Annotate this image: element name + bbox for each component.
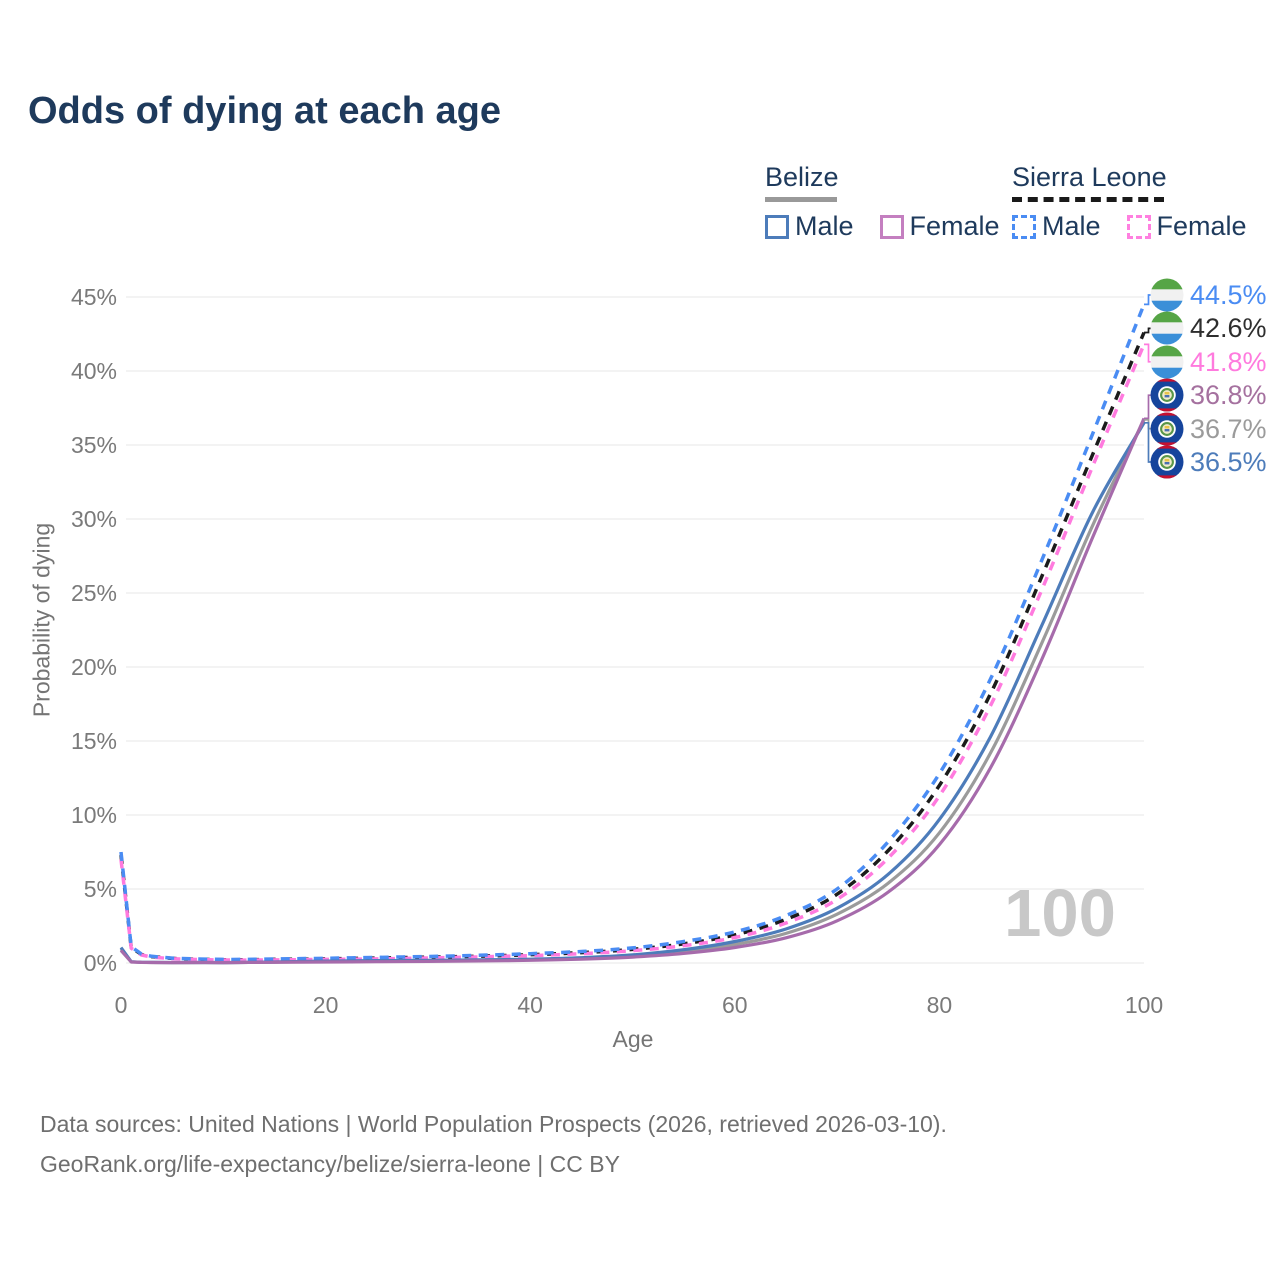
legend-underline-sierra-leone — [1012, 197, 1164, 202]
y-tick-label: 5% — [83, 876, 117, 902]
legend-swatch-sierra-leone-female-icon[interactable] — [1126, 214, 1151, 239]
belize-flag-icon — [1150, 445, 1184, 479]
end-label-sierra-leone-male: 44.5% — [1190, 280, 1267, 310]
legend-header-belize: Belize — [765, 162, 839, 192]
end-label-belize-male: 36.5% — [1190, 447, 1267, 477]
x-tick-label: 100 — [1124, 992, 1164, 1018]
sierra-leone-flag-icon — [1150, 278, 1184, 312]
end-label-belize-female: 36.8% — [1190, 380, 1267, 411]
page-title: Odds of dying at each age — [28, 90, 501, 132]
end-label-sierra-leone-female: 41.8% — [1190, 346, 1267, 377]
x-tick-label: 0 — [114, 992, 128, 1018]
series-line-sierra-leone-female[interactable] — [119, 343, 1146, 962]
flag-sierra_leone — [1150, 311, 1184, 345]
y-tick-label: 40% — [70, 358, 117, 384]
flag-belize — [1150, 378, 1184, 412]
legend-header-sierra-leone: Sierra Leone — [1012, 162, 1167, 192]
series-line-sierra-leone-male[interactable] — [119, 303, 1146, 962]
legend-swatch-sierra-leone-male-icon[interactable] — [1012, 214, 1036, 239]
x-axis-title: Age — [612, 1026, 654, 1052]
y-tick-label: 30% — [70, 506, 117, 532]
y-tick-label: 15% — [70, 728, 117, 754]
y-tick-label: 25% — [70, 580, 117, 606]
flag-sierra_leone — [1150, 345, 1184, 379]
flag-belize — [1150, 445, 1184, 479]
end-label-connector — [1144, 343, 1152, 363]
series-line-belize-male[interactable] — [119, 422, 1146, 965]
series-line-belize-both[interactable] — [119, 419, 1146, 965]
legend-group-belize: Belize Male Female — [765, 162, 1026, 242]
legend-item-sierra-leone-female[interactable]: Female — [1156, 211, 1247, 241]
legend-item-belize-male[interactable]: Male — [795, 211, 854, 241]
x-tick-label: 80 — [926, 992, 953, 1018]
footer-link: GeoRank.org/life-expectancy/belize/sierr… — [40, 1151, 620, 1177]
end-label-connector — [1144, 421, 1152, 463]
y-tick-label: 10% — [70, 802, 117, 828]
y-axis-title: Probability of dying — [28, 522, 55, 718]
end-label-sierra-leone-both: 42.6% — [1190, 313, 1267, 344]
x-tick-label: 60 — [722, 992, 748, 1018]
sierra-leone-flag-icon — [1150, 311, 1184, 345]
series-line-belize-female[interactable] — [119, 417, 1146, 965]
line-chart[interactable] — [118, 285, 1163, 985]
flag-sierra_leone — [1150, 278, 1184, 312]
age-watermark: 100 — [1004, 876, 1116, 951]
legend-group-sierra-leone: Sierra Leone Male Female — [1012, 162, 1273, 242]
end-label-belize-both: 36.7% — [1190, 413, 1267, 444]
footer-sources: Data sources: United Nations | World Pop… — [40, 1111, 947, 1137]
sierra-leone-flag-icon — [1150, 345, 1184, 379]
legend-row-belize: Male Female — [765, 211, 1026, 242]
legend-row-sierra-leone: Male Female — [1012, 211, 1273, 242]
end-label-connector — [1144, 394, 1152, 420]
x-tick-label: 40 — [517, 992, 543, 1018]
y-tick-label: 45% — [70, 284, 117, 310]
y-tick-label: 20% — [70, 654, 117, 680]
series-line-sierra-leone-both[interactable] — [119, 331, 1146, 962]
flag-belize — [1150, 412, 1184, 446]
end-label-connector — [1144, 327, 1152, 334]
legend-swatch-belize-female-icon[interactable] — [879, 214, 904, 239]
legend-item-belize-female[interactable]: Female — [909, 211, 1000, 241]
belize-flag-icon — [1150, 412, 1184, 446]
x-tick-label: 20 — [312, 992, 339, 1018]
legend-swatch-belize-male-icon[interactable] — [765, 214, 789, 239]
end-label-connector — [1144, 294, 1152, 306]
legend-item-sierra-leone-male[interactable]: Male — [1042, 211, 1101, 241]
legend-underline-belize — [765, 197, 837, 202]
y-tick-label: 35% — [70, 432, 117, 458]
y-tick-label: 0% — [83, 950, 117, 976]
footer: Data sources: United Nations | World Pop… — [40, 1104, 947, 1184]
belize-flag-icon — [1150, 378, 1184, 412]
